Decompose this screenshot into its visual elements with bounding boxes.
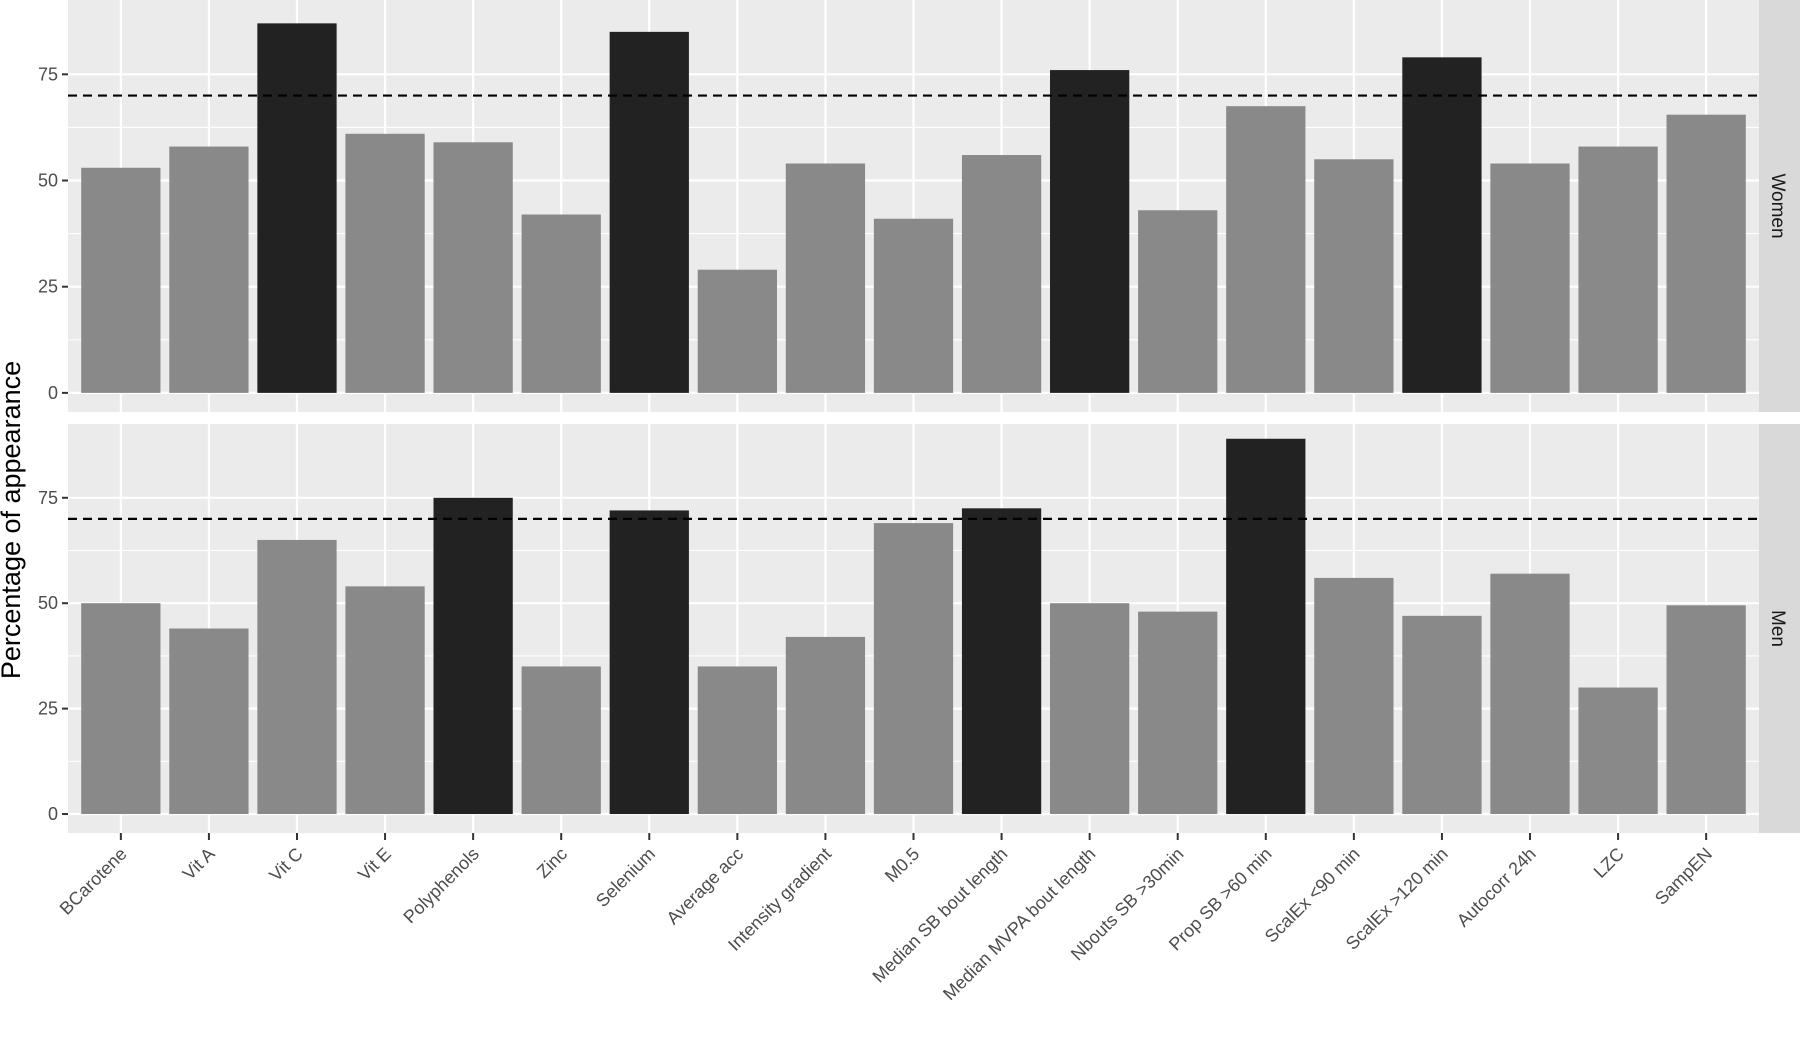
bar-men-scalex-90-min xyxy=(1314,577,1394,815)
y-tick-label: 75 xyxy=(38,488,58,508)
bar-women-median-sb-bout-length xyxy=(961,155,1042,393)
y-tick-label: 0 xyxy=(48,383,58,403)
bar-men-m0-5 xyxy=(873,523,954,815)
bar-women-lzc xyxy=(1578,146,1658,393)
bar-women-scalex-90-min xyxy=(1314,159,1394,393)
x-tick-label-bcarotene: BCarotene xyxy=(56,844,131,919)
bar-women-sampen xyxy=(1666,114,1746,393)
bar-men-vit-e xyxy=(345,586,425,815)
x-tick-label-vit-e: Vit E xyxy=(354,844,395,885)
chart-panels: 0 25 50 75 Women 0 25 50 75 Men BCarotene Vit A Vit … xyxy=(38,0,1800,1004)
bar-men-lzc xyxy=(1578,687,1658,815)
bar-women-prop-sb-60-min xyxy=(1226,106,1306,393)
bar-men-vit-a xyxy=(169,628,249,815)
bar-men-bcarotene xyxy=(81,603,161,815)
bar-men-polyphenols xyxy=(433,497,513,815)
y-tick-label: 25 xyxy=(38,699,58,719)
bar-women-vit-c xyxy=(257,23,337,393)
panel-men: 0 25 50 75 Men xyxy=(38,424,1800,833)
x-tick-label-lzc: LZC xyxy=(1590,844,1628,882)
bar-men-intensity-gradient xyxy=(785,636,866,815)
facet-label-women: Women xyxy=(1767,173,1788,238)
y-tick-label: 25 xyxy=(38,277,58,297)
bar-men-selenium xyxy=(609,510,689,815)
bar-women-average-acc xyxy=(697,269,777,393)
x-tick-label-median-mvpa-bout-length: Median MVPA bout length xyxy=(939,844,1099,1004)
x-tick-label-autocorr-24h: Autocorr 24h xyxy=(1453,844,1540,931)
y-axis-title: Percentage of appearance xyxy=(0,361,26,679)
bar-women-autocorr-24h xyxy=(1490,163,1570,393)
x-tick-label-vit-c: Vit C xyxy=(265,844,306,885)
x-tick-label-selenium: Selenium xyxy=(592,844,659,911)
bar-women-bcarotene xyxy=(81,167,161,393)
facet-label-men: Men xyxy=(1767,610,1788,647)
bar-men-nbouts-sb-30min xyxy=(1138,611,1218,815)
x-tick-label-m0-5: M0.5 xyxy=(881,844,923,886)
x-tick-label-scalex-90-min: ScalEx <90 min xyxy=(1261,844,1364,947)
y-tick-label: 0 xyxy=(48,804,58,824)
x-tick-label-zinc: Zinc xyxy=(533,844,571,882)
bar-women-polyphenols xyxy=(433,142,513,393)
bar-men-autocorr-24h xyxy=(1490,573,1570,815)
bar-women-nbouts-sb-30min xyxy=(1138,210,1218,393)
x-tick-label-average-acc: Average acc xyxy=(663,844,748,929)
bar-men-average-acc xyxy=(697,666,777,815)
y-tick-label: 50 xyxy=(38,593,58,613)
bar-women-intensity-gradient xyxy=(785,163,866,393)
bar-women-m0-5 xyxy=(873,218,954,393)
bar-men-median-sb-bout-length xyxy=(961,508,1042,815)
x-tick-label-polyphenols: Polyphenols xyxy=(399,844,482,927)
x-tick-label-vit-a: Vit A xyxy=(179,844,219,884)
facet-strip xyxy=(1759,0,1800,412)
y-tick-label: 75 xyxy=(38,64,58,84)
x-axis: BCarotene Vit A Vit C Vit E Polyphenols Zinc S… xyxy=(56,833,1716,1004)
bar-women-scalex-120-min xyxy=(1402,57,1482,393)
bar-women-vit-e xyxy=(345,133,425,393)
y-tick-label: 50 xyxy=(38,171,58,191)
panel-women: 0 25 50 75 Women xyxy=(38,0,1800,412)
bar-men-vit-c xyxy=(257,539,337,815)
x-tick-label-sampen: SampEN xyxy=(1651,844,1716,909)
bar-women-median-mvpa-bout-length xyxy=(1050,70,1130,393)
bar-women-selenium xyxy=(609,31,689,393)
bar-men-scalex-120-min xyxy=(1402,615,1482,815)
bar-women-zinc xyxy=(521,214,601,393)
bar-men-median-mvpa-bout-length xyxy=(1050,603,1130,815)
facet-strip xyxy=(1759,424,1800,833)
bar-women-vit-a xyxy=(169,146,249,393)
bar-men-prop-sb-60-min xyxy=(1226,438,1306,815)
bar-men-sampen xyxy=(1666,605,1746,815)
bar-men-zinc xyxy=(521,666,601,815)
